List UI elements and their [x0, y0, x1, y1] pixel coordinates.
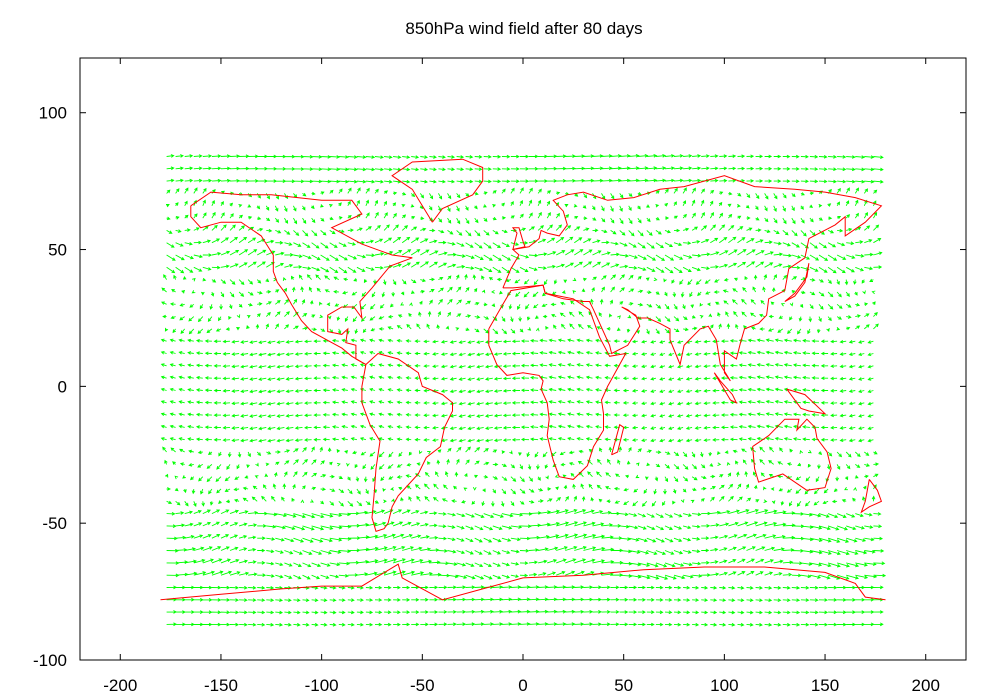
y-tick-label: -100	[33, 651, 67, 670]
coastline-segment	[784, 263, 810, 302]
plot-frame	[79, 57, 967, 661]
coastline-segment	[391, 158, 484, 223]
y-tick-label: 100	[39, 104, 67, 123]
x-tick-label: 150	[811, 676, 839, 695]
coastline-segment	[511, 227, 526, 250]
coastline-segment	[361, 352, 453, 533]
x-tick-label: -100	[305, 676, 339, 695]
coastline-segment	[488, 284, 627, 480]
x-tick-label: -50	[410, 676, 435, 695]
x-tick-label: 50	[614, 676, 633, 695]
y-tick-label: 50	[48, 241, 67, 260]
coastline-segment	[752, 418, 832, 491]
x-tick-label: 0	[518, 676, 527, 695]
x-tick-label: -150	[204, 676, 238, 695]
coastline-segment	[160, 563, 886, 601]
x-tick-label: 200	[912, 676, 940, 695]
x-tick-label: -200	[103, 676, 137, 695]
coastline-segment	[713, 372, 738, 404]
chart-title: 850hPa wind field after 80 days	[405, 19, 643, 38]
coastline-segment	[190, 191, 413, 365]
coastline	[160, 158, 886, 601]
x-axis: -200 -150 -100 -50 0 50 100 150 200	[103, 58, 940, 695]
coastline-segment	[611, 423, 625, 456]
y-tick-label: 0	[58, 377, 67, 396]
x-tick-label: 100	[710, 676, 738, 695]
wind-arrows	[160, 153, 887, 627]
wind-vector-field	[160, 153, 887, 627]
coastline-segment	[860, 479, 883, 514]
coastline-segment	[502, 175, 883, 382]
coastline-segment	[786, 388, 827, 415]
y-axis: 100 50 0 -50 -100	[33, 104, 966, 670]
y-tick-label: -50	[42, 514, 67, 533]
